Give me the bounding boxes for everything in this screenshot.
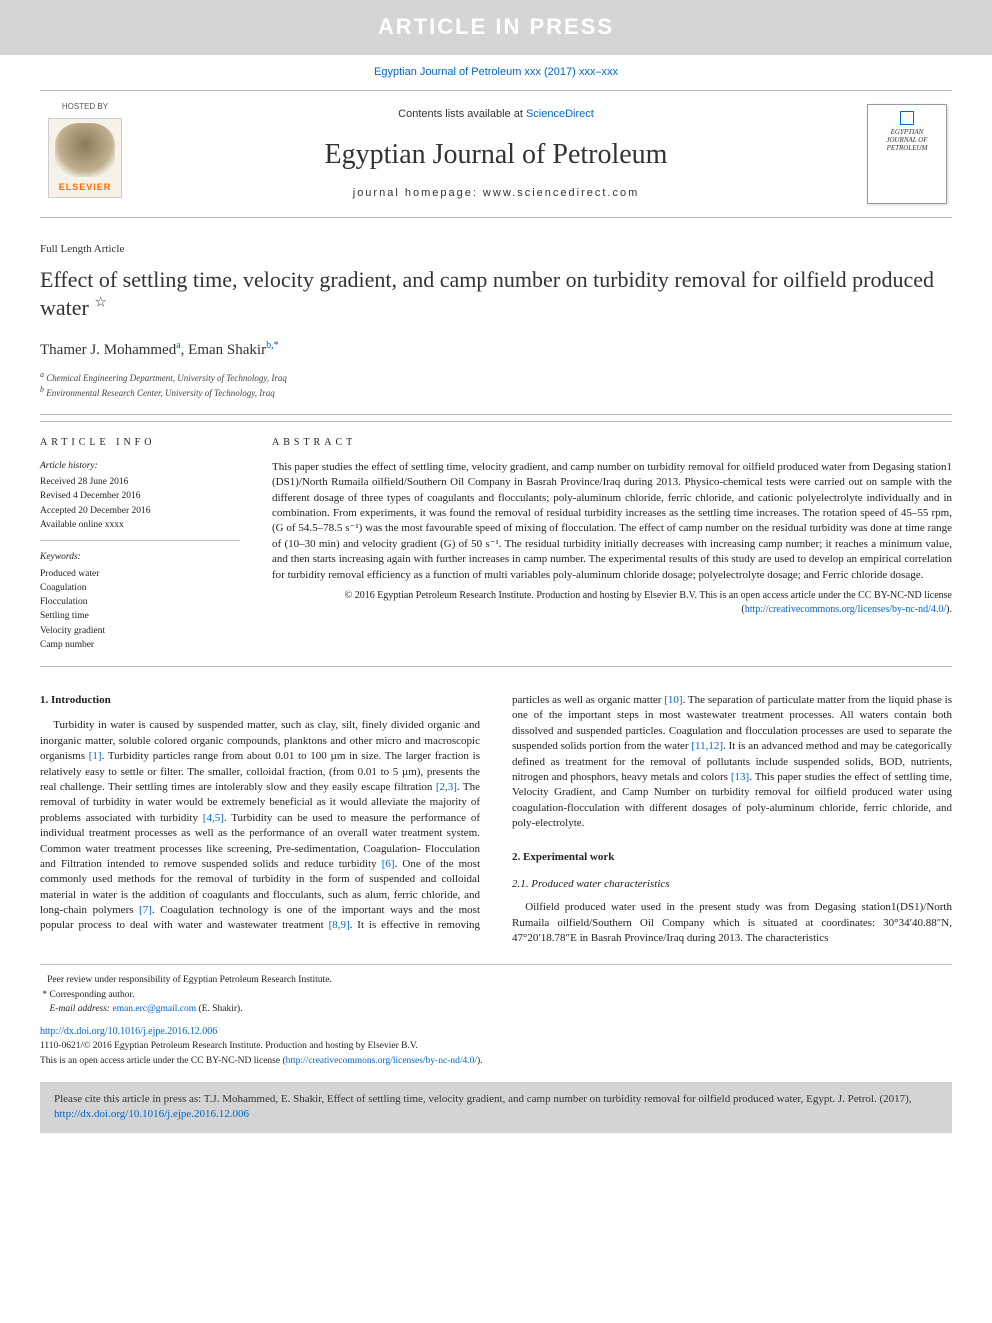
license-link[interactable]: http://creativecommons.org/licenses/by-n…	[286, 1056, 477, 1066]
ref-link[interactable]: [13]	[731, 771, 749, 783]
contents-lists-line: Contents lists available at ScienceDirec…	[134, 107, 858, 122]
contents-prefix: Contents lists available at	[398, 108, 526, 120]
affil-text: Environmental Research Center, Universit…	[46, 388, 274, 398]
ref-link[interactable]: [2,3]	[436, 781, 457, 793]
cover-title: EGYPTIAN JOURNAL OF PETROLEUM	[886, 129, 927, 152]
elsevier-label: ELSEVIER	[59, 181, 112, 194]
email-label: E-mail address:	[50, 1004, 113, 1014]
article-info-heading: ARTICLE INFO	[40, 436, 240, 450]
cite-doi-link[interactable]: http://dx.doi.org/10.1016/j.ejpe.2016.12…	[54, 1108, 249, 1120]
authors-line: Thamer J. Mohammeda, Eman Shakirb,*	[40, 339, 952, 361]
email-name: (E. Shakir).	[196, 1004, 242, 1014]
copyright-close: ).	[946, 604, 952, 615]
abstract-column: ABSTRACT This paper studies the effect o…	[272, 436, 952, 652]
author-name: Eman Shakir	[188, 342, 266, 358]
license-text: This is an open access article under the…	[40, 1056, 286, 1066]
section-heading-experimental: 2. Experimental work	[512, 850, 952, 865]
corresponding-author-note: * Corresponding author.	[40, 988, 952, 1002]
doi-link[interactable]: http://dx.doi.org/10.1016/j.ejpe.2016.12…	[40, 1026, 217, 1037]
ref-link[interactable]: [11,12]	[691, 740, 723, 752]
author-affil-sup: a	[176, 340, 180, 351]
history-date: Accepted 20 December 2016	[40, 504, 240, 518]
keyword: Produced water	[40, 567, 240, 581]
license-link[interactable]: http://creativecommons.org/licenses/by-n…	[745, 604, 946, 615]
affil-sup: b	[40, 385, 44, 394]
history-heading: Article history:	[40, 460, 240, 473]
ref-link[interactable]: [1]	[89, 750, 102, 762]
license-close: ).	[477, 1056, 483, 1066]
affil-sup: a	[40, 370, 44, 379]
content-area: Full Length Article Effect of settling t…	[0, 242, 992, 1068]
abstract-body: This paper studies the effect of settlin…	[272, 460, 952, 583]
title-footnote-icon: ☆	[94, 296, 107, 311]
hosted-by-label: HOSTED BY	[62, 101, 108, 112]
info-abstract-row: ARTICLE INFO Article history: Received 2…	[40, 421, 952, 667]
abstract-copyright: © 2016 Egyptian Petroleum Research Insti…	[272, 589, 952, 617]
peer-review-note: Peer review under responsibility of Egyp…	[40, 973, 952, 987]
title-text: Effect of settling time, velocity gradie…	[40, 267, 934, 321]
elsevier-tree-icon	[55, 123, 115, 177]
keyword: Velocity gradient	[40, 624, 240, 638]
email-line: E-mail address: eman.erc@gmail.com (E. S…	[40, 1002, 952, 1016]
subsection-heading-pw-char: 2.1. Produced water characteristics	[512, 877, 952, 892]
author-name: Thamer J. Mohammed	[40, 342, 176, 358]
experimental-paragraph: Oilfield produced water used in the pres…	[512, 900, 952, 946]
elsevier-logo[interactable]: ELSEVIER	[48, 118, 122, 198]
article-in-press-banner: ARTICLE IN PRESS	[0, 0, 992, 55]
citation-top: Egyptian Journal of Petroleum xxx (2017)…	[0, 55, 992, 90]
divider	[40, 414, 952, 415]
keyword: Settling time	[40, 609, 240, 623]
ref-link[interactable]: [7]	[139, 904, 152, 916]
footnotes-block: Peer review under responsibility of Egyp…	[40, 964, 952, 1068]
ref-link[interactable]: [10]	[664, 694, 682, 706]
keywords-heading: Keywords:	[40, 551, 240, 564]
body-columns: 1. Introduction Turbidity in water is ca…	[40, 693, 952, 946]
keyword: Camp number	[40, 638, 240, 652]
license-line: This is an open access article under the…	[40, 1054, 952, 1068]
body-text: . Turbidity particles range from about 0…	[40, 750, 480, 793]
author-affil-sup: b,*	[266, 340, 279, 351]
journal-name: Egyptian Journal of Petroleum	[134, 135, 858, 174]
section-heading-intro: 1. Introduction	[40, 693, 480, 708]
ref-link[interactable]: [8,9]	[329, 919, 350, 931]
article-title: Effect of settling time, velocity gradie…	[40, 266, 952, 323]
article-type: Full Length Article	[40, 242, 952, 257]
page: ARTICLE IN PRESS Egyptian Journal of Pet…	[0, 0, 992, 1153]
journal-center: Contents lists available at ScienceDirec…	[130, 97, 862, 211]
cover-icon	[900, 111, 914, 125]
hosted-by-column: HOSTED BY ELSEVIER	[40, 97, 130, 211]
history-date: Received 28 June 2016	[40, 475, 240, 489]
cover-title-line: PETROLEUM	[886, 145, 927, 153]
history-dates: Received 28 June 2016 Revised 4 December…	[40, 475, 240, 541]
issn-line: 1110-0621/© 2016 Egyptian Petroleum Rese…	[40, 1039, 952, 1053]
journal-cover-thumb[interactable]: EGYPTIAN JOURNAL OF PETROLEUM	[867, 104, 947, 204]
affiliation: a Chemical Engineering Department, Unive…	[40, 369, 952, 385]
history-date: Available online xxxx	[40, 518, 240, 532]
affiliation: b Environmental Research Center, Univers…	[40, 384, 952, 400]
journal-header: HOSTED BY ELSEVIER Contents lists availa…	[40, 90, 952, 218]
ref-link[interactable]: [6]	[382, 858, 395, 870]
article-info-column: ARTICLE INFO Article history: Received 2…	[40, 436, 240, 652]
keyword: Coagulation	[40, 581, 240, 595]
ref-link[interactable]: [4,5]	[203, 812, 224, 824]
abstract-heading: ABSTRACT	[272, 436, 952, 450]
affil-text: Chemical Engineering Department, Univers…	[46, 373, 287, 383]
keywords-list: Produced water Coagulation Flocculation …	[40, 567, 240, 653]
cite-text: Please cite this article in press as: T.…	[54, 1093, 912, 1105]
cite-this-article-box: Please cite this article in press as: T.…	[40, 1082, 952, 1133]
affiliations-block: a Chemical Engineering Department, Unive…	[40, 369, 952, 400]
cover-column: EGYPTIAN JOURNAL OF PETROLEUM	[862, 97, 952, 211]
journal-homepage: journal homepage: www.sciencedirect.com	[134, 186, 858, 201]
email-link[interactable]: eman.erc@gmail.com	[112, 1004, 196, 1014]
keyword: Flocculation	[40, 595, 240, 609]
sciencedirect-link[interactable]: ScienceDirect	[526, 108, 594, 120]
history-date: Revised 4 December 2016	[40, 489, 240, 503]
